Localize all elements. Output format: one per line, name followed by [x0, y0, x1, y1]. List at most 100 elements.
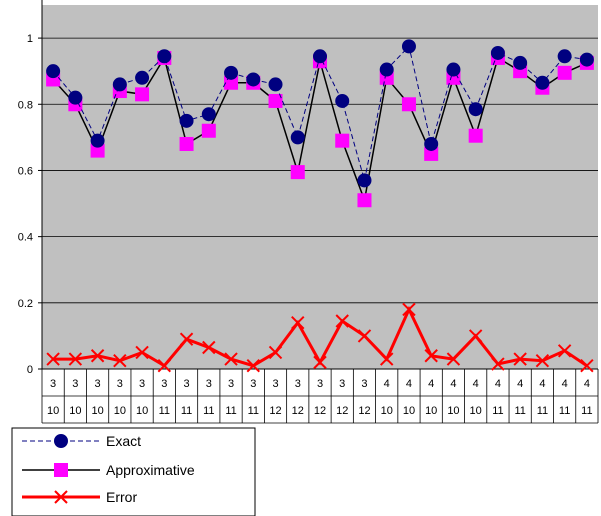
error-point: [268, 345, 283, 360]
legend: Exact Approximative Error: [11, 427, 256, 516]
legend-exact-point: [54, 434, 68, 448]
x-tick-label: 4: [539, 378, 545, 390]
approximative-point: [290, 165, 305, 180]
x-tick-label: 3: [272, 378, 278, 390]
x-tick-label: 3: [50, 378, 56, 390]
error-point: [68, 352, 83, 366]
x-tick-label: 11: [559, 405, 570, 417]
x-tick-label: 4: [584, 378, 590, 390]
exact-point: [246, 72, 261, 87]
x-tick-label: 3: [339, 378, 345, 390]
approximative-point: [201, 123, 216, 138]
exact-point: [557, 49, 572, 64]
error-point: [135, 345, 149, 360]
error-point: [179, 332, 194, 346]
gridlines: [38, 0, 598, 370]
exact-point: [490, 45, 505, 60]
x-tick-label: 10: [69, 405, 81, 417]
x-tick-label: 11: [514, 405, 525, 417]
exact-point: [579, 52, 594, 67]
exact-point: [135, 70, 150, 85]
x-tick-label: 3: [72, 378, 78, 390]
legend-label: Approximative: [106, 462, 195, 478]
x-tick-label: 11: [225, 405, 236, 417]
y-tick-label: 0.4: [18, 232, 33, 244]
exact-point: [224, 65, 239, 80]
legend-item-approximative: Approximative: [22, 462, 195, 478]
error-point: [557, 344, 572, 358]
legend-label: Error: [106, 489, 137, 505]
x-tick-label: 10: [403, 405, 415, 417]
exact-series: [46, 39, 594, 188]
error-point: [402, 302, 416, 317]
x-tick-label: 10: [47, 405, 59, 417]
legend-item-error: Error: [22, 489, 137, 505]
approximative-point: [135, 87, 150, 102]
error-point: [468, 329, 483, 343]
x-tick-label: 11: [248, 405, 259, 417]
exact-point: [112, 77, 127, 92]
y-tick-label: 0.8: [18, 99, 33, 111]
error-point: [446, 352, 461, 366]
exact-point: [313, 49, 327, 64]
x-tick-label: 12: [269, 405, 281, 417]
error-point: [424, 349, 438, 363]
approximative-point: [357, 193, 372, 208]
error-point: [202, 340, 216, 355]
x-axis-category-table: 3 10 3 10 3 10 3 10 3 10 3 11 3 11 3 11 3 11 3 11 3 12 3 12 3 12 3…: [41, 369, 599, 424]
legend-error-point: [54, 490, 68, 504]
legend-item-exact: Exact: [22, 433, 141, 449]
error-point: [291, 315, 305, 330]
x-tick-label: 12: [336, 405, 348, 417]
exact-point: [379, 62, 394, 77]
approximative-point: [335, 133, 350, 148]
error-point: [535, 354, 550, 368]
x-tick-label: 3: [139, 378, 145, 390]
x-tick-label: 3: [183, 378, 189, 390]
error-point: [313, 355, 327, 370]
x-tick-label: 11: [537, 405, 548, 417]
x-tick-label: 4: [450, 378, 456, 390]
x-tick-label: 12: [292, 405, 304, 417]
error-point: [335, 314, 349, 328]
x-tick-label: 11: [159, 405, 170, 417]
exact-point: [401, 39, 416, 54]
approximative-point: [468, 128, 483, 143]
error-point: [380, 352, 394, 366]
x-tick-label: 3: [228, 378, 234, 390]
x-tick-label: 4: [473, 378, 479, 390]
x-tick-label: 4: [495, 378, 501, 390]
x-tick-label: 3: [117, 378, 123, 390]
exact-point: [201, 107, 216, 122]
error-point: [246, 358, 260, 373]
x-tick-label: 4: [428, 378, 434, 390]
exact-point: [335, 93, 350, 108]
exact-point: [157, 49, 172, 64]
exact-point: [268, 77, 283, 92]
legend-box: [11, 427, 256, 516]
exact-point: [90, 133, 105, 148]
y-tick-label: 0: [27, 364, 33, 376]
error-point: [513, 352, 527, 366]
approximative-point: [179, 136, 194, 151]
error-point: [90, 349, 105, 363]
exact-point: [357, 173, 372, 188]
error-point: [357, 329, 372, 343]
exact-point: [179, 113, 194, 128]
x-tick-label: 10: [91, 405, 103, 417]
approximative-point: [557, 65, 572, 80]
approximative-point: [401, 97, 416, 112]
x-tick-label: 10: [114, 405, 126, 417]
x-tick-label: 11: [492, 405, 503, 417]
series-layer: [46, 39, 594, 373]
error-point: [224, 352, 238, 366]
exact-point: [535, 75, 550, 90]
error-point: [46, 352, 60, 366]
x-tick-label: 10: [425, 405, 437, 417]
exact-point: [513, 55, 528, 70]
exact-point: [424, 136, 439, 151]
x-tick-label: 3: [161, 378, 167, 390]
x-tick-label: 10: [136, 405, 148, 417]
x-tick-label: 11: [581, 405, 592, 417]
